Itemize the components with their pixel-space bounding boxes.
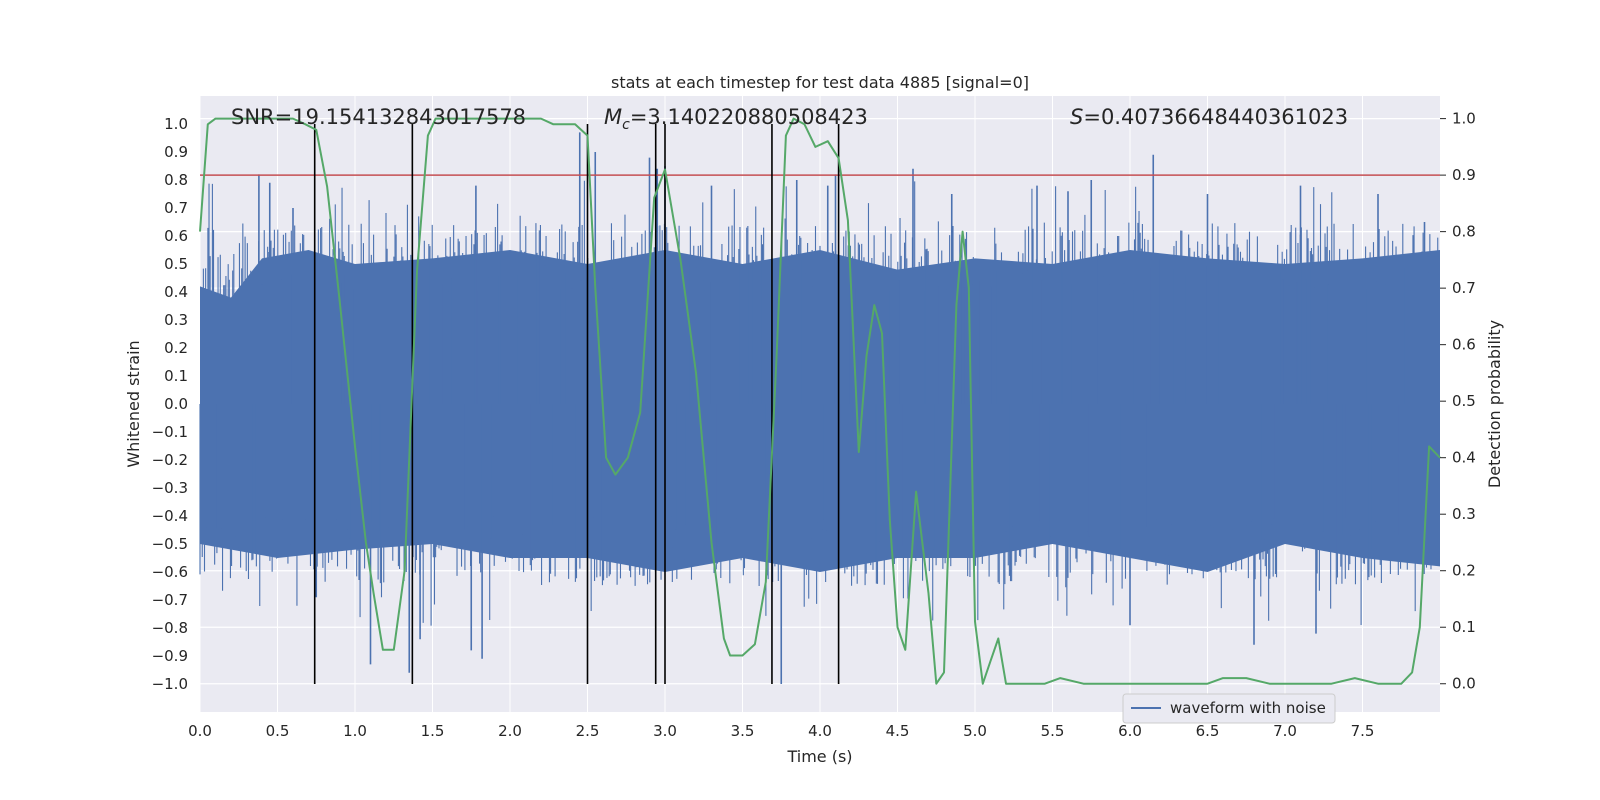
y-tick-label: 0.4 [164, 283, 188, 301]
s-symbol: S [1070, 105, 1083, 129]
x-tick-label: 0.5 [266, 722, 290, 740]
right-y-tick-label: 0.7 [1452, 279, 1476, 297]
y-tick-label: −0.9 [152, 647, 188, 665]
snr-annotation: SNR=19.154132843017578 [231, 105, 526, 129]
y-axis-ticks: 1.0 0.9 0.8 0.7 0.6 0.5 0.4 0.3 0.2 0.1 0.0 −0.1 −0.… [152, 115, 188, 693]
y-tick-label: 0.8 [164, 171, 188, 189]
x-tick-label: 2.5 [576, 722, 600, 740]
chart-title: stats at each timestep for test data 488… [611, 73, 1029, 92]
right-y-tick-label: 0.1 [1452, 618, 1476, 636]
x-tick-label: 7.0 [1273, 722, 1297, 740]
y-tick-label: −0.7 [152, 591, 188, 609]
x-tick-label: 3.5 [731, 722, 755, 740]
s-value: =0.40736648440361023 [1083, 105, 1348, 129]
x-tick-label: 4.5 [886, 722, 910, 740]
right-y-tick-label: 0.4 [1452, 449, 1476, 467]
x-tick-label: 1.0 [343, 722, 367, 740]
right-y-tick-label: 0.3 [1452, 505, 1476, 523]
y-tick-label: 1.0 [164, 115, 188, 133]
y-tick-label: −0.5 [152, 535, 188, 553]
y-tick-label: 0.9 [164, 143, 188, 161]
y-tick-label: 0.1 [164, 367, 188, 385]
right-y-axis-label: Detection probability [1485, 320, 1504, 488]
y-tick-label: −0.6 [152, 563, 188, 581]
x-tick-label: 3.0 [653, 722, 677, 740]
probability-line [199, 117, 1441, 685]
right-y-tick-label: 1.0 [1452, 110, 1476, 128]
y-tick-label: 0.0 [164, 395, 188, 413]
y-tick-label: 0.7 [164, 199, 188, 217]
x-axis-ticks: 0.0 0.5 1.0 1.5 2.0 2.5 3.0 3.5 4.0 4.5 5.0 5.5 6.0 6… [188, 722, 1374, 740]
chirp-mass-value: =3.140220880508423 [630, 105, 868, 129]
legend: waveform with noise [1122, 693, 1336, 724]
x-tick-label: 7.5 [1351, 722, 1375, 740]
y-tick-label: −0.3 [152, 479, 188, 497]
legend-label: waveform with noise [1170, 699, 1326, 717]
probability-series [199, 117, 1441, 685]
legend-box [1122, 693, 1336, 724]
x-tick-label: 5.5 [1041, 722, 1065, 740]
y-tick-label: −0.4 [152, 507, 188, 525]
y-tick-label: −1.0 [152, 675, 188, 693]
right-y-tick-label: 0.9 [1452, 166, 1476, 184]
right-y-tick-label: 0.6 [1452, 336, 1476, 354]
chirp-mass-subscript: c [622, 117, 630, 133]
y-tick-label: −0.8 [152, 619, 188, 637]
right-y-tick-label: 0.5 [1452, 392, 1476, 410]
x-tick-label: 0.0 [188, 722, 212, 740]
y-tick-label: 0.3 [164, 311, 188, 329]
right-y-tick-label: 0.2 [1452, 562, 1476, 580]
waveform-series [199, 132, 1440, 684]
y-axis-label: Whitened strain [124, 340, 143, 467]
x-tick-label: 2.0 [498, 722, 522, 740]
x-tick-label: 1.5 [421, 722, 445, 740]
right-y-axis-ticks: 1.0 0.9 0.8 0.7 0.6 0.5 0.4 0.3 0.2 0.1 0.0 [1440, 110, 1476, 693]
y-tick-label: 0.2 [164, 339, 188, 357]
x-axis-label: Time (s) [786, 747, 852, 766]
y-tick-label: 0.6 [164, 227, 188, 245]
x-tick-label: 5.0 [963, 722, 987, 740]
right-y-tick-label: 0.0 [1452, 675, 1476, 693]
y-tick-label: −0.2 [152, 451, 188, 469]
y-tick-label: −0.1 [152, 423, 188, 441]
x-tick-label: 4.0 [808, 722, 832, 740]
x-tick-label: 6.5 [1196, 722, 1220, 740]
y-tick-label: 0.5 [164, 255, 188, 273]
x-tick-label: 6.0 [1118, 722, 1142, 740]
chirp-mass-annotation: Mc=3.140220880508423 [604, 105, 868, 133]
chirp-mass-symbol: M [604, 105, 622, 129]
s-annotation: S=0.40736648440361023 [1070, 105, 1348, 129]
right-y-tick-label: 0.8 [1452, 223, 1476, 241]
